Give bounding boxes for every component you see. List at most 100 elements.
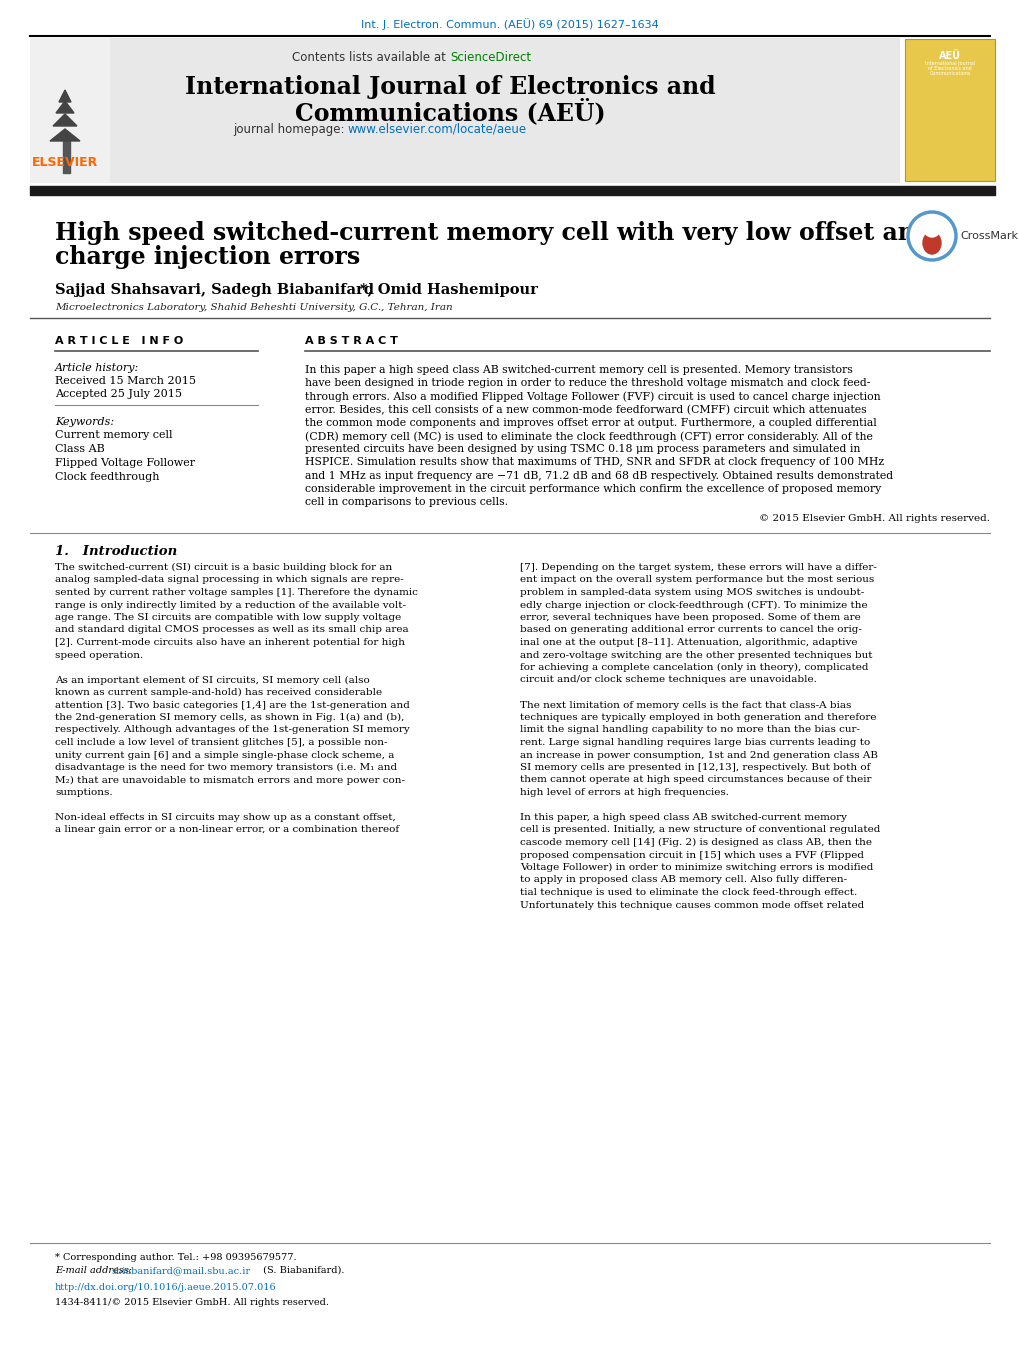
Text: Unfortunately this technique causes common mode offset related: Unfortunately this technique causes comm… [520,901,863,909]
Text: edly charge injection or clock-feedthrough (CFT). To minimize the: edly charge injection or clock-feedthrou… [520,600,867,609]
Text: In this paper a high speed class AB switched-current memory cell is presented. M: In this paper a high speed class AB swit… [305,365,852,376]
Text: respectively. Although advantages of the 1st-generation SI memory: respectively. Although advantages of the… [55,725,410,735]
Text: Received 15 March 2015: Received 15 March 2015 [55,376,196,386]
Text: Current memory cell: Current memory cell [55,430,172,440]
Text: International Journal of Electronics and: International Journal of Electronics and [184,76,714,99]
Text: error. Besides, this cell consists of a new common-mode feedforward (CMFF) circu: error. Besides, this cell consists of a … [305,404,866,415]
Text: unity current gain [6] and a simple single-phase clock scheme, a: unity current gain [6] and a simple sing… [55,751,394,759]
Circle shape [923,222,940,236]
Text: an increase in power consumption, 1st and 2nd generation class AB: an increase in power consumption, 1st an… [520,751,877,759]
Text: A R T I C L E   I N F O: A R T I C L E I N F O [55,336,183,346]
Text: speed operation.: speed operation. [55,650,143,659]
Text: presented circuits have been designed by using TSMC 0.18 μm process parameters a: presented circuits have been designed by… [305,444,860,454]
Text: © 2015 Elsevier GmbH. All rights reserved.: © 2015 Elsevier GmbH. All rights reserve… [758,515,989,523]
Text: 1.   Introduction: 1. Introduction [55,544,177,558]
Text: known as current sample-and-hold) has received considerable: known as current sample-and-hold) has re… [55,688,382,697]
Text: The next limitation of memory cells is the fact that class-A bias: The next limitation of memory cells is t… [520,701,851,709]
Text: SI memory cells are presented in [12,13], respectively. But both of: SI memory cells are presented in [12,13]… [520,763,869,771]
Text: Voltage Follower) in order to minimize switching errors is modified: Voltage Follower) in order to minimize s… [520,863,872,873]
Text: through errors. Also a modified Flipped Voltage Follower (FVF) circuit is used t: through errors. Also a modified Flipped … [305,392,879,403]
Text: have been designed in triode region in order to reduce the threshold voltage mis: have been designed in triode region in o… [305,378,869,388]
Text: and zero-voltage switching are the other presented techniques but: and zero-voltage switching are the other… [520,650,871,659]
Text: of Electronics and: of Electronics and [927,66,971,72]
Circle shape [907,212,955,259]
Text: for achieving a complete cancelation (only in theory), complicated: for achieving a complete cancelation (on… [520,663,867,673]
Text: techniques are typically employed in both generation and therefore: techniques are typically employed in bot… [520,713,875,721]
Text: and standard digital CMOS processes as well as its small chip area: and standard digital CMOS processes as w… [55,626,409,635]
Text: cell is presented. Initially, a new structure of conventional regulated: cell is presented. Initially, a new stru… [520,825,879,835]
Text: the 2nd-generation SI memory cells, as shown in Fig. 1(a) and (b),: the 2nd-generation SI memory cells, as s… [55,713,404,723]
Text: sbiabanifard@mail.sbu.ac.ir: sbiabanifard@mail.sbu.ac.ir [112,1266,251,1275]
Text: Int. J. Electron. Commun. (AEÜ) 69 (2015) 1627–1634: Int. J. Electron. Commun. (AEÜ) 69 (2015… [361,18,658,30]
Text: E-mail address:: E-mail address: [55,1266,135,1275]
Text: inal one at the output [8–11]. Attenuation, algorithmic, adaptive: inal one at the output [8–11]. Attenuati… [520,638,857,647]
Text: rent. Large signal handling requires large bias currents leading to: rent. Large signal handling requires lar… [520,738,869,747]
Text: Communications: Communications [928,72,970,76]
Text: ELSEVIER: ELSEVIER [32,155,98,169]
Text: ent impact on the overall system performance but the most serious: ent impact on the overall system perform… [520,576,873,585]
Text: Class AB: Class AB [55,444,105,454]
Text: problem in sampled-data system using MOS switches is undoubt-: problem in sampled-data system using MOS… [520,588,863,597]
Text: CrossMark: CrossMark [959,231,1017,240]
Text: the common mode components and improves offset error at output. Furthermore, a c: the common mode components and improves … [305,417,876,428]
Text: a linear gain error or a non-linear error, or a combination thereof: a linear gain error or a non-linear erro… [55,825,398,835]
Text: In this paper, a high speed class AB switched-current memory: In this paper, a high speed class AB swi… [520,813,846,821]
Text: High speed switched-current memory cell with very low offset and: High speed switched-current memory cell … [55,222,930,245]
Text: considerable improvement in the circuit performance which confirm the excellence: considerable improvement in the circuit … [305,484,880,494]
Text: Accepted 25 July 2015: Accepted 25 July 2015 [55,389,181,399]
Text: high level of errors at high frequencies.: high level of errors at high frequencies… [520,788,729,797]
Text: Non-ideal effects in SI circuits may show up as a constant offset,: Non-ideal effects in SI circuits may sho… [55,813,395,821]
Text: [7]. Depending on the target system, these errors will have a differ-: [7]. Depending on the target system, the… [520,563,876,571]
Bar [30,38,110,182]
Text: *, Omid Hashemipour: *, Omid Hashemipour [360,282,537,297]
Text: sumptions.: sumptions. [55,788,112,797]
Text: cascode memory cell [14] (Fig. 2) is designed as class AB, then the: cascode memory cell [14] (Fig. 2) is des… [520,838,871,847]
Text: error, several techniques have been proposed. Some of them are: error, several techniques have been prop… [520,613,860,621]
Text: 1434-8411/© 2015 Elsevier GmbH. All rights reserved.: 1434-8411/© 2015 Elsevier GmbH. All righ… [55,1298,329,1306]
Text: [2]. Current-mode circuits also have an inherent potential for high: [2]. Current-mode circuits also have an … [55,638,405,647]
Text: Article history:: Article history: [55,363,140,373]
Text: disadvantage is the need for two memory transistors (i.e. M₁ and: disadvantage is the need for two memory … [55,763,396,773]
Text: HSPICE. Simulation results show that maximums of THD, SNR and SFDR at clock freq: HSPICE. Simulation results show that max… [305,458,883,467]
Text: sented by current rather voltage samples [1]. Therefore the dynamic: sented by current rather voltage samples… [55,588,418,597]
Text: charge injection errors: charge injection errors [55,245,360,269]
Text: AEÜ: AEÜ [938,51,960,61]
Text: ScienceDirect: ScienceDirect [449,51,531,63]
Text: and 1 MHz as input frequency are −71 dB, 71.2 dB and 68 dB respectively. Obtaine: and 1 MHz as input frequency are −71 dB,… [305,470,893,481]
Text: M₂) that are unavoidable to mismatch errors and more power con-: M₂) that are unavoidable to mismatch err… [55,775,405,785]
Text: Contents lists available at: Contents lists available at [292,51,449,63]
Text: based on generating additional error currents to cancel the orig-: based on generating additional error cur… [520,626,861,635]
Text: circuit and/or clock scheme techniques are unavoidable.: circuit and/or clock scheme techniques a… [520,676,816,685]
Text: journal homepage:: journal homepage: [232,123,347,136]
Bar [30,38,899,182]
Polygon shape [53,113,76,126]
Text: range is only indirectly limited by a reduction of the available volt-: range is only indirectly limited by a re… [55,600,406,609]
Text: cell include a low level of transient glitches [5], a possible non-: cell include a low level of transient gl… [55,738,387,747]
Text: The switched-current (SI) circuit is a basic building block for an: The switched-current (SI) circuit is a b… [55,563,392,571]
Text: Keywords:: Keywords: [55,417,114,427]
Text: Microelectronics Laboratory, Shahid Beheshti University, G.C., Tehran, Iran: Microelectronics Laboratory, Shahid Behe… [55,303,452,312]
Text: (CDR) memory cell (MC) is used to eliminate the clock feedthrough (CFT) error co: (CDR) memory cell (MC) is used to elimin… [305,431,872,442]
Text: age range. The SI circuits are compatible with low supply voltage: age range. The SI circuits are compatibl… [55,613,400,621]
Bar [904,39,994,181]
Text: proposed compensation circuit in [15] which uses a FVF (Flipped: proposed compensation circuit in [15] wh… [520,851,863,859]
Polygon shape [56,101,74,113]
Text: * Corresponding author. Tel.: +98 09395679577.: * Corresponding author. Tel.: +98 093956… [55,1252,297,1262]
Ellipse shape [922,232,941,254]
Text: tial technique is used to eliminate the clock feed-through effect.: tial technique is used to eliminate the … [520,888,856,897]
Text: (S. Biabanifard).: (S. Biabanifard). [260,1266,344,1275]
Text: International Journal: International Journal [924,61,974,66]
Text: http://dx.doi.org/10.1016/j.aeue.2015.07.016: http://dx.doi.org/10.1016/j.aeue.2015.07… [55,1283,276,1292]
Text: www.elsevier.com/locate/aeue: www.elsevier.com/locate/aeue [347,123,527,136]
Text: A B S T R A C T: A B S T R A C T [305,336,397,346]
Text: them cannot operate at high speed circumstances because of their: them cannot operate at high speed circum… [520,775,870,785]
Text: cell in comparisons to previous cells.: cell in comparisons to previous cells. [305,497,507,507]
Text: Sajjad Shahsavari, Sadegh Biabanifard: Sajjad Shahsavari, Sadegh Biabanifard [55,282,374,297]
Text: Clock feedthrough: Clock feedthrough [55,471,159,482]
Text: Communications (AEÜ): Communications (AEÜ) [294,99,604,124]
Polygon shape [50,128,79,141]
Text: Flipped Voltage Follower: Flipped Voltage Follower [55,458,195,467]
Text: As an important element of SI circuits, SI memory cell (also: As an important element of SI circuits, … [55,676,370,685]
Text: to apply in proposed class AB memory cell. Also fully differen-: to apply in proposed class AB memory cel… [520,875,847,885]
Text: limit the signal handling capability to no more than the bias cur-: limit the signal handling capability to … [520,725,859,735]
